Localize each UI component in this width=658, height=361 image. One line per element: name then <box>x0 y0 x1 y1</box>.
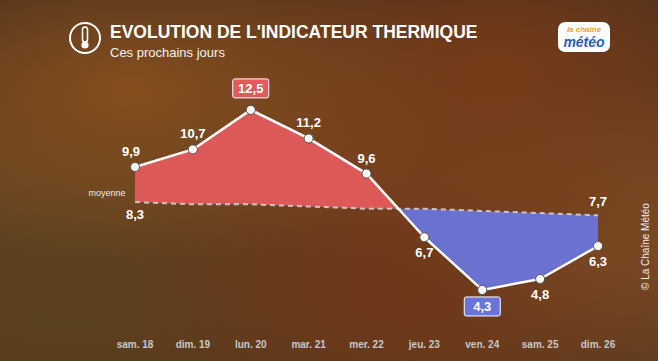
line <box>135 110 598 290</box>
average-line <box>135 202 598 215</box>
area-above <box>135 110 598 290</box>
average-name: moyenne <box>88 188 125 198</box>
logo-bg <box>558 22 610 52</box>
point <box>536 274 545 283</box>
overlay <box>0 0 658 361</box>
point <box>188 145 197 154</box>
area-below <box>135 110 598 290</box>
data-label: 6,7 <box>415 245 433 260</box>
data-label: 4,8 <box>531 287 549 302</box>
x-tick-label: mer. 22 <box>349 339 384 350</box>
data-label: 9,9 <box>122 144 140 159</box>
icon-tube <box>83 27 88 42</box>
area-below-group <box>135 110 598 290</box>
x-tick-label: ven. 24 <box>465 339 499 350</box>
x-tick-label: lun. 20 <box>235 339 267 350</box>
chart: EVOLUTION DE L'INDICATEUR THERMIQUE Ces p… <box>0 0 658 361</box>
logo-text: la chaîne <box>567 25 602 34</box>
point <box>246 105 255 114</box>
data-label: 11,2 <box>296 115 321 130</box>
average-label: 7,7 <box>589 194 607 209</box>
x-tick-label: sam. 25 <box>522 339 559 350</box>
x-tick-label: jeu. 23 <box>408 339 441 350</box>
min-box <box>464 297 500 316</box>
point <box>362 169 371 178</box>
point <box>420 233 429 242</box>
thermometer-icon <box>70 23 100 53</box>
data-label: 12,5 <box>238 81 263 96</box>
data-label: 10,7 <box>180 126 205 141</box>
data-labels: 9,9 10,7 12,5 11,2 9,6 6,7 4,3 4,8 6,3 8,3 7,7 <box>122 79 607 316</box>
x-tick-label: dim. 26 <box>581 339 616 350</box>
max-box <box>233 79 269 98</box>
x-tick-label: mar. 21 <box>291 339 326 350</box>
data-label: 9,6 <box>357 151 375 166</box>
x-tick-label: sam. 18 <box>117 339 154 350</box>
subtitle: Ces prochains jours <box>110 45 225 60</box>
plot-area <box>131 105 603 294</box>
title: EVOLUTION DE L'INDICATEUR THERMIQUE <box>110 22 477 42</box>
credit: © La Chaîne Météo <box>640 203 651 290</box>
average-label: 8,3 <box>126 207 144 222</box>
point <box>304 134 313 143</box>
point <box>594 242 603 251</box>
logo-text: météo <box>563 34 605 50</box>
area-above-group <box>135 110 598 290</box>
x-tick-label: dim. 19 <box>176 339 211 350</box>
icon-ring <box>70 23 100 53</box>
icon-bulb <box>81 41 88 48</box>
point <box>131 162 140 171</box>
data-label: 6,3 <box>589 254 607 269</box>
point <box>478 285 487 294</box>
x-axis: sam. 18 dim. 19 lun. 20 mar. 21 mer. 22 jeu. … <box>117 339 616 350</box>
logo: la chaînemétéo <box>558 22 610 52</box>
data-label: 4,3 <box>473 299 491 314</box>
